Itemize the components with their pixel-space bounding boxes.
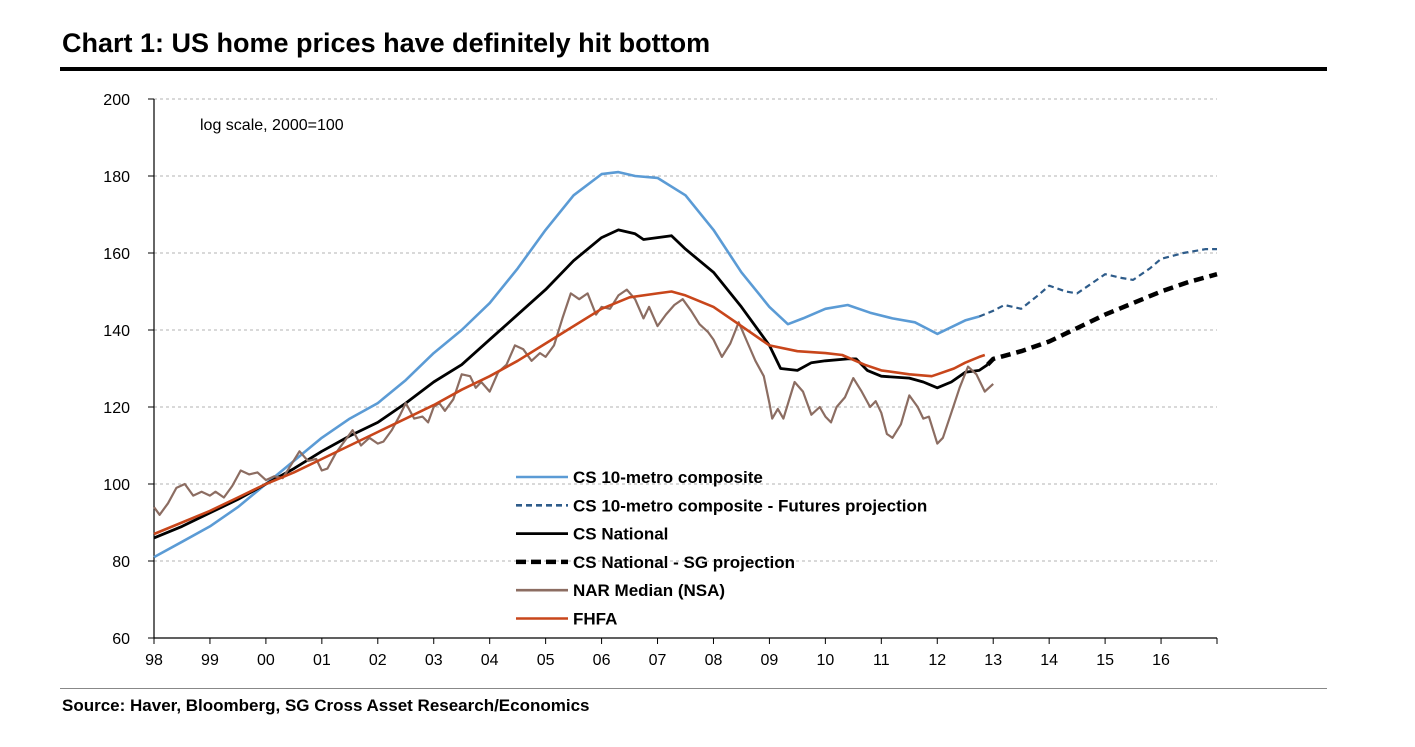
axes: 60 80 100 120 140 160 180 200 98 99 00 01 02 03 04 05 06…: [103, 92, 1218, 669]
scale-note: log scale, 2000=100: [200, 117, 344, 134]
x-tick-label: 11: [873, 652, 890, 669]
x-tick-label: 98: [145, 652, 163, 669]
x-tick-label: 10: [816, 652, 834, 669]
x-tick-label: 06: [593, 652, 611, 669]
x-tick-label: 14: [1040, 652, 1058, 669]
x-tick-label: 05: [537, 652, 555, 669]
y-tick-label: 160: [103, 246, 130, 263]
y-tick-label: 200: [103, 92, 130, 109]
x-tick-label: 08: [705, 652, 723, 669]
x-tick-label: 01: [313, 652, 331, 669]
legend: CS 10-metro composite CS 10-metro composi…: [516, 468, 927, 629]
source-note: Source: Haver, Bloomberg, SG Cross Asset…: [62, 696, 590, 715]
series-line-5: [153, 290, 986, 536]
series-line-4: [153, 288, 994, 516]
legend-label-5: FHFA: [573, 610, 617, 629]
x-tick-label: 15: [1096, 652, 1114, 669]
x-tick-label: 16: [1152, 652, 1170, 669]
y-tick-label: 60: [112, 631, 130, 648]
series-line-0: [153, 170, 980, 559]
legend-label-4: NAR Median (NSA): [573, 581, 725, 600]
x-tick-label: 99: [201, 652, 219, 669]
legend-label-0: CS 10-metro composite: [573, 468, 763, 487]
series-line-3: [985, 272, 1218, 367]
x-tick-label: 03: [425, 652, 443, 669]
y-tick-label: 120: [103, 400, 130, 417]
y-tick-label: 140: [103, 323, 130, 340]
source-rule: [60, 688, 1327, 689]
x-tick-label: 02: [369, 652, 387, 669]
x-tick-label: 00: [257, 652, 275, 669]
series-lines: [153, 170, 1218, 559]
legend-label-3: CS National - SG projection: [573, 553, 795, 572]
grid-lines: [154, 98, 1217, 562]
x-tick-label: 07: [649, 652, 667, 669]
x-tick-label: 13: [984, 652, 1002, 669]
x-tick-label: 12: [928, 652, 946, 669]
series-line-2: [153, 228, 989, 540]
chart-title: Chart 1: US home prices have definitely …: [62, 28, 711, 58]
y-tick-label: 100: [103, 477, 130, 494]
series-line-1: [978, 248, 1217, 318]
legend-label-2: CS National: [573, 525, 668, 544]
y-tick-label: 80: [112, 554, 130, 571]
y-tick-label: 180: [103, 169, 130, 186]
x-tick-label: 09: [761, 652, 779, 669]
legend-label-1: CS 10-metro composite - Futures projecti…: [573, 496, 927, 515]
title-rule: [60, 67, 1327, 71]
x-tick-label: 04: [481, 652, 499, 669]
